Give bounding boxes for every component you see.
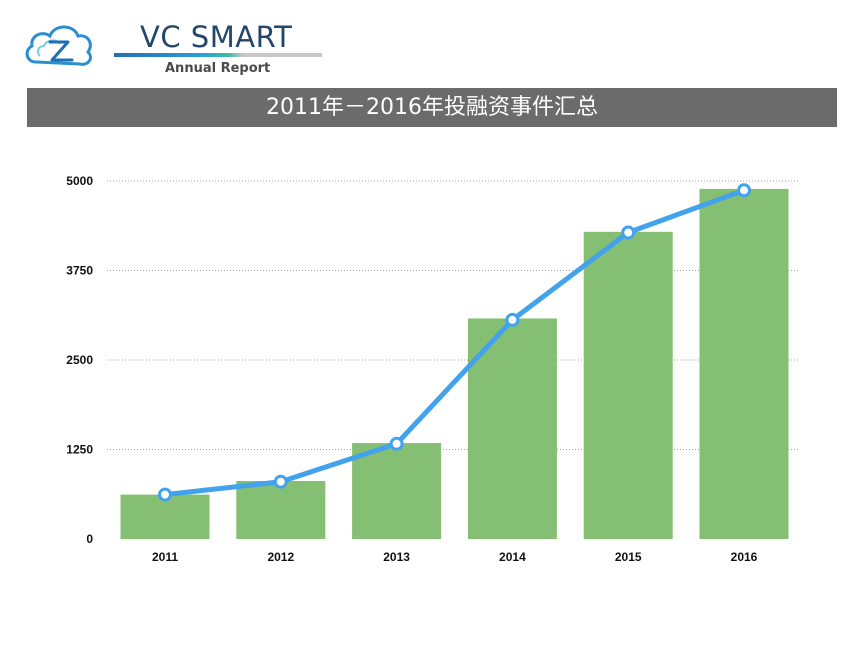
bar-2013 <box>352 443 442 539</box>
y-tick-label: 2500 <box>66 353 93 367</box>
x-tick-label: 2015 <box>615 550 642 564</box>
bar-2015 <box>583 231 673 539</box>
bar-2012 <box>236 481 326 539</box>
x-tick-label: 2014 <box>499 550 526 564</box>
x-tick-label: 2013 <box>383 550 410 564</box>
bar-2011 <box>120 494 210 539</box>
line-point-2015 <box>621 225 636 240</box>
brand-underline <box>114 53 322 57</box>
y-tick-label: 0 <box>86 532 93 546</box>
y-tick-label: 1250 <box>66 443 93 457</box>
trend-line <box>164 187 745 498</box>
x-tick-label: 2011 <box>152 550 178 564</box>
cloud-logo-icon <box>25 25 92 66</box>
line-point-2012 <box>273 474 288 489</box>
line-point-2011 <box>158 487 172 502</box>
x-tick-label: 2012 <box>267 550 294 564</box>
brand-name: VC SMART <box>140 20 293 54</box>
y-tick-label: 5000 <box>66 174 93 188</box>
bar-2016 <box>699 188 789 539</box>
line-point-2013 <box>389 436 404 451</box>
y-tick-label: 3750 <box>66 264 93 278</box>
line-point-2016 <box>737 183 751 198</box>
x-tick-label: 2016 <box>731 550 758 564</box>
chart-title: 2011年－2016年投融资事件汇总 <box>27 88 837 127</box>
brand-subtitle: Annual Report <box>165 61 271 76</box>
line-point-2014 <box>505 312 520 327</box>
